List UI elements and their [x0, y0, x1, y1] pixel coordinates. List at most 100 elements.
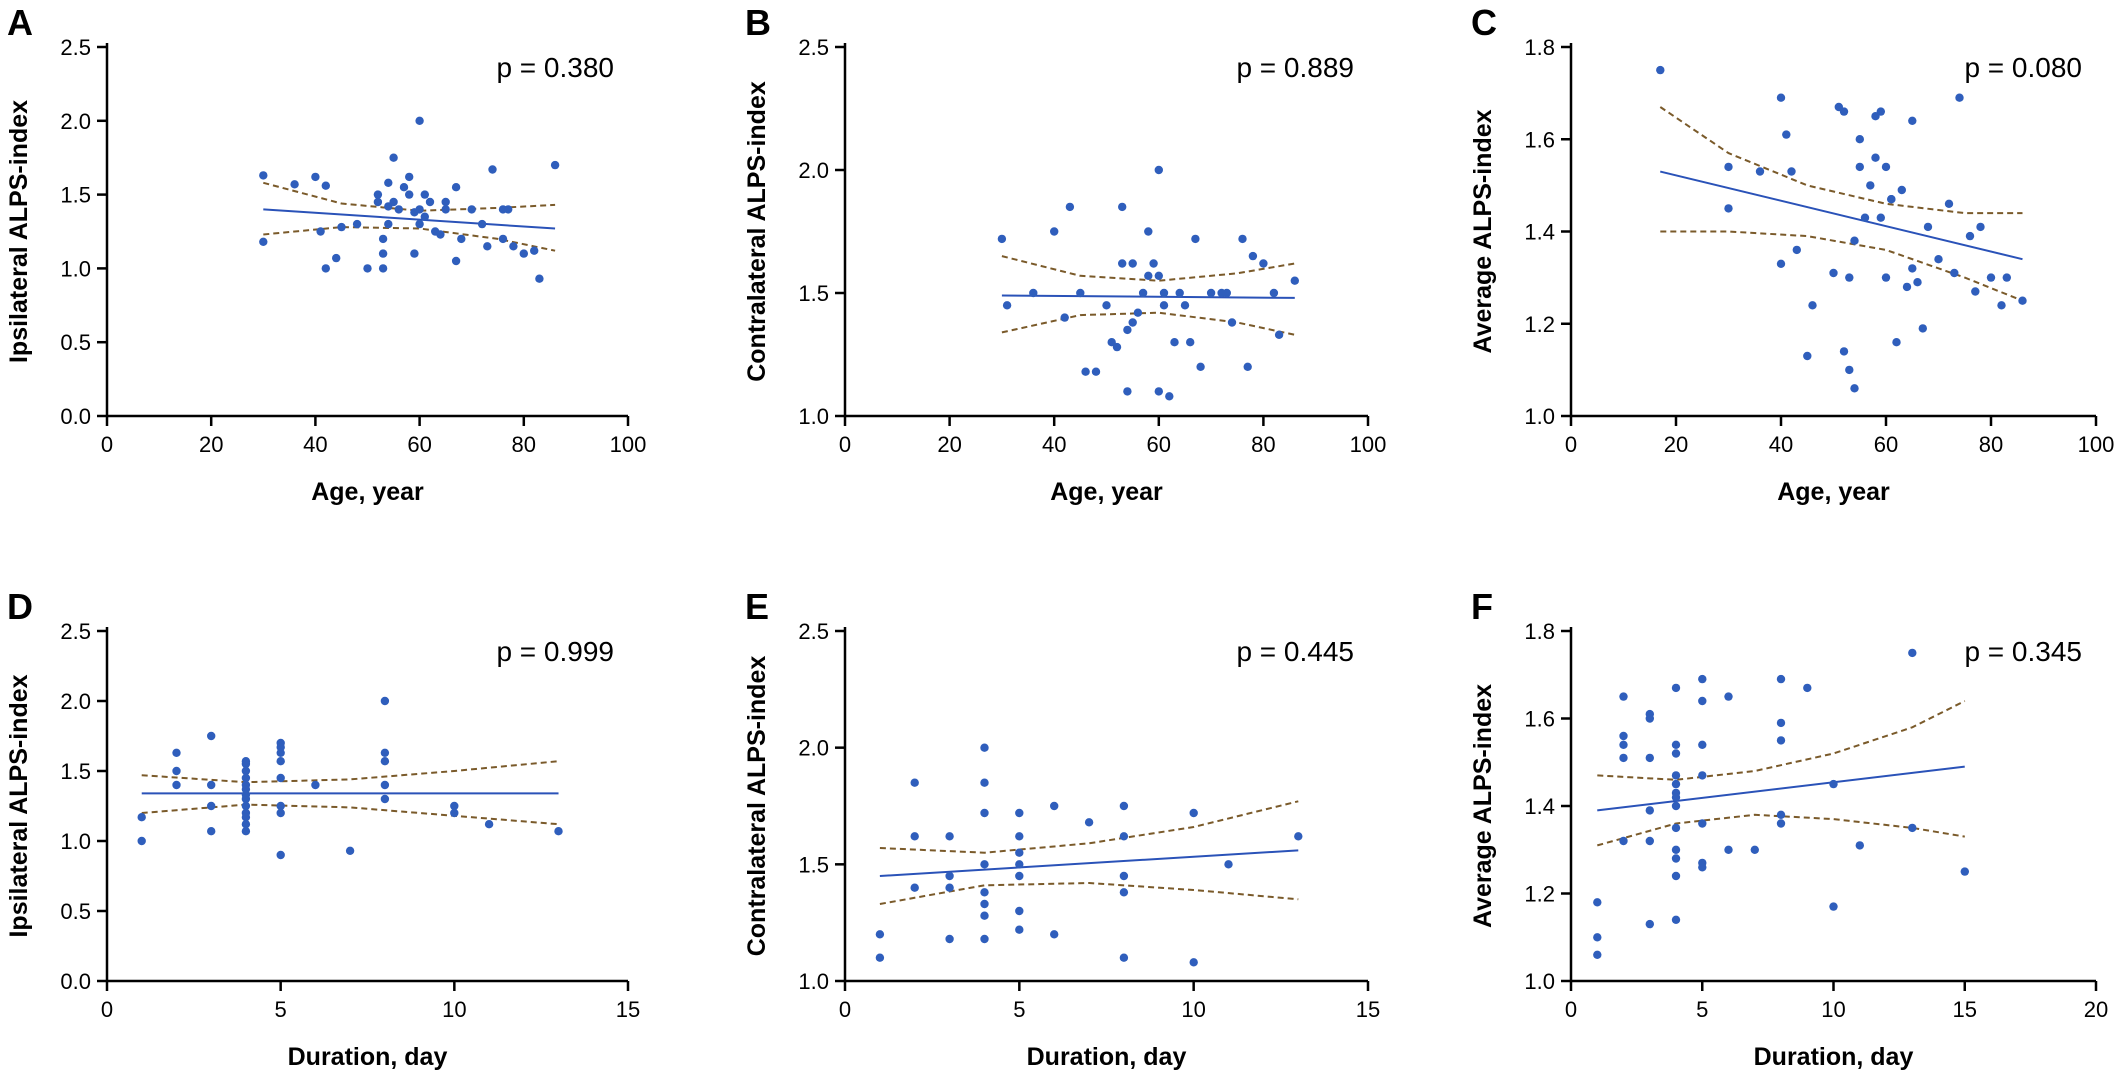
data-point	[1698, 674, 1707, 684]
data-point	[1081, 367, 1090, 376]
y-axis-title: Average ALPS-index	[1469, 684, 1497, 928]
x-tick-label: 40	[1042, 432, 1066, 457]
data-point	[1839, 347, 1849, 356]
data-point	[207, 801, 216, 811]
data-point	[1866, 181, 1875, 190]
data-point	[1619, 692, 1628, 701]
data-point	[1829, 902, 1838, 911]
data-point	[1976, 222, 1985, 232]
y-tick-label: 1.4	[1524, 220, 1555, 245]
data-point	[1091, 367, 1101, 376]
data-point	[241, 827, 251, 836]
data-point	[1918, 324, 1928, 333]
y-tick-label: 1.6	[1524, 127, 1555, 152]
data-point	[1776, 810, 1786, 819]
x-tick-label: 20	[199, 432, 223, 457]
data-point	[1645, 919, 1655, 929]
data-point	[399, 183, 409, 192]
panel-c: C 0 20 40 60 80 100 1.0 1.2 1.4 1.6 1.8 Age, year Ave…	[1469, 2, 2114, 506]
data-point	[1803, 683, 1812, 693]
ci-lower-curve	[1660, 230, 2023, 302]
data-point	[1189, 808, 1198, 818]
data-point	[1671, 871, 1681, 881]
y-axis-title: Contralateral ALPS-index	[743, 656, 771, 957]
data-point	[1593, 933, 1602, 942]
data-point	[380, 794, 390, 804]
data-point	[1248, 251, 1258, 261]
data-point	[980, 743, 989, 752]
data-point	[1259, 259, 1268, 268]
data-point	[1119, 832, 1129, 841]
data-point	[1881, 273, 1891, 282]
data-point	[1084, 818, 1094, 827]
y-tick-label: 2.5	[60, 35, 91, 60]
regression-line	[1597, 765, 1965, 812]
data-point	[380, 696, 390, 706]
y-tick-label: 1.5	[798, 852, 829, 877]
data-point	[980, 808, 989, 818]
data-point	[1829, 779, 1838, 789]
data-point	[875, 953, 885, 962]
data-point	[1112, 342, 1122, 352]
data-point	[1671, 793, 1681, 802]
data-point	[1015, 906, 1024, 916]
x-axis-title: Age, year	[1050, 478, 1163, 506]
data-point	[415, 219, 424, 229]
y-tick-label: 1.6	[1524, 707, 1555, 732]
regression-line	[1001, 294, 1295, 299]
data-point	[311, 172, 320, 182]
data-point	[1060, 313, 1069, 322]
y-tick-label: 1.5	[60, 759, 91, 784]
x-tick-label: 80	[1251, 432, 1275, 457]
data-point	[1002, 301, 1012, 310]
data-point	[1724, 204, 1733, 213]
data-point	[1294, 832, 1303, 841]
data-point	[1144, 271, 1153, 280]
y-tick-label: 2.0	[60, 109, 91, 134]
x-tick-label: 60	[407, 432, 431, 457]
data-point	[1619, 836, 1628, 846]
data-point	[1855, 841, 1865, 850]
p-value-label: p = 0.889	[1236, 52, 1354, 83]
x-tick-label: 100	[2078, 432, 2115, 457]
data-point	[1645, 806, 1655, 815]
data-point	[1180, 301, 1190, 310]
data-point	[554, 827, 563, 836]
data-point	[276, 850, 285, 860]
data-point	[484, 820, 494, 829]
x-tick-label: 100	[610, 432, 647, 457]
data-point	[1290, 276, 1300, 285]
data-point	[1029, 288, 1038, 298]
data-point	[415, 116, 424, 126]
regression-line	[879, 849, 1299, 877]
y-tick-label: 1.4	[1524, 794, 1555, 819]
data-point	[1238, 234, 1247, 244]
x-tick-label: 100	[1350, 432, 1387, 457]
panel-a: A 0 20 40 60 80 100 0.0 0.5 1.0 1.5 2.0 2.5 Age, year…	[5, 2, 646, 506]
data-point	[321, 264, 330, 273]
data-point	[1123, 325, 1132, 335]
data-point	[1792, 245, 1802, 255]
data-point	[980, 899, 989, 909]
data-point	[1908, 648, 1917, 658]
data-point	[1776, 259, 1786, 268]
data-point	[530, 246, 539, 255]
data-point	[1656, 65, 1665, 75]
data-point	[1154, 271, 1164, 280]
data-point	[384, 178, 393, 187]
data-point	[519, 249, 528, 258]
data-point	[1015, 871, 1024, 881]
y-tick-label: 1.0	[60, 256, 91, 281]
data-point	[1671, 845, 1681, 854]
data-point	[241, 813, 251, 822]
data-point	[394, 205, 403, 214]
data-point	[276, 757, 285, 766]
data-point	[137, 813, 146, 822]
data-point	[1671, 683, 1681, 693]
data-point	[498, 234, 508, 244]
data-point	[980, 934, 989, 944]
data-point	[1015, 925, 1024, 934]
data-point	[1671, 823, 1681, 833]
data-point	[276, 773, 285, 783]
data-point	[1997, 301, 2006, 310]
